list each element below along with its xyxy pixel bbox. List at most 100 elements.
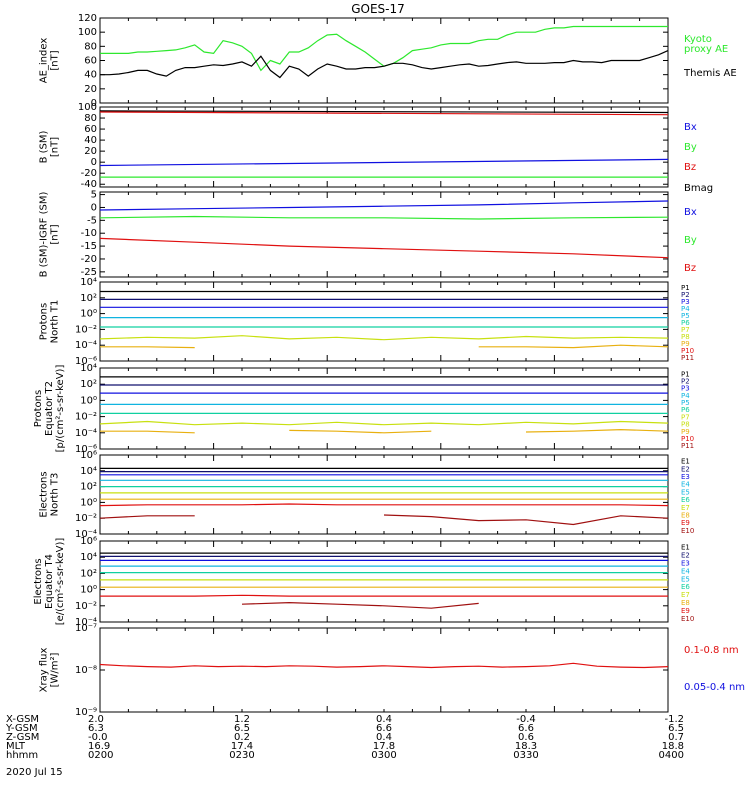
legend-label: E2 (681, 465, 690, 473)
y-tick-label: 10² (80, 568, 97, 579)
y-tick-label: 10⁻⁴ (75, 529, 97, 540)
footer-cell: 6.3 (88, 723, 104, 734)
footer-cell: 0400 (659, 750, 684, 761)
y-tick-label: 60 (84, 56, 97, 67)
y-tick-label: 10⁻² (75, 601, 97, 612)
date-label: 2020 Jul 15 (6, 767, 63, 778)
y-tick-label: 20 (84, 84, 97, 95)
y-tick-label: 0 (91, 98, 97, 109)
series-line-p7 (99, 335, 669, 341)
legend-label: E10 (681, 615, 694, 623)
legend-label: E1 (681, 458, 690, 466)
chart-title: GOES-17 (351, 2, 405, 16)
y-axis-label: Equator T2 (44, 381, 55, 436)
y-tick-label: -5 (87, 215, 97, 226)
y-axis-label: Xray flux (39, 648, 50, 693)
y-tick-label: 80 (84, 41, 97, 52)
y-axis-label: [p/(cm²-s-sr-keV)] (55, 365, 66, 453)
legend-label: Bx (684, 122, 697, 133)
legend-label: E3 (681, 560, 690, 568)
legend-label: 0.05-0.4 nm (684, 682, 745, 693)
panel-xray: 10⁻⁹ 10⁻⁸ 10⁻⁷ Xray flux [W/m²] 0.1-0.8 nm 0.0… (39, 623, 746, 718)
y-tick-label: 10⁶ (80, 536, 97, 547)
y-axis-label: [nT] (50, 50, 61, 70)
footer-cell: 6.6 (518, 723, 534, 734)
legend-label: P9 (681, 428, 690, 436)
y-tick-label: 10² (80, 379, 97, 390)
legend-label: P7 (681, 413, 690, 421)
legend-label: E3 (681, 473, 690, 481)
legend-label: P1 (681, 370, 690, 378)
legend-label: E7 (681, 504, 690, 512)
y-tick-label: 20 (84, 146, 97, 157)
y-axis-label: [W/m²] (50, 652, 61, 687)
y-tick-label: 10⁴ (80, 552, 97, 563)
series-line-0-1-0-8-nm (99, 662, 669, 669)
y-axis-label: B (SM) (39, 130, 50, 163)
legend-label: E7 (681, 591, 690, 599)
y-tick-label: 10⁻⁶ (75, 444, 97, 455)
footer-cell: 0.4 (376, 732, 392, 743)
series-line-bx (99, 200, 669, 211)
legend-label: Themis AE (683, 68, 737, 79)
footer-cell: 0200 (88, 750, 113, 761)
footer-cell: 0330 (513, 750, 538, 761)
y-tick-label: 10⁰ (80, 497, 97, 508)
y-tick-label: 10⁰ (80, 585, 97, 596)
series-line-bmag (99, 110, 669, 114)
footer-cell: 17.4 (231, 741, 253, 752)
legend-label: E5 (681, 575, 690, 583)
legend-label: P5 (681, 312, 690, 320)
legend-label: P7 (681, 326, 690, 334)
legend-label: Bx (684, 207, 697, 218)
legend-label: P10 (681, 435, 694, 443)
y-axis-label: Protons (39, 303, 50, 340)
series-line-by (99, 215, 669, 220)
series-line-e10 (241, 601, 479, 609)
legend-label: By (684, 142, 697, 153)
y-tick-label: -10 (81, 228, 97, 239)
y-tick-label: 120 (78, 13, 97, 24)
series-line-p7 (99, 420, 669, 426)
y-tick-label: 10⁻⁶ (75, 356, 97, 367)
footer-row-label: Z-GSM (6, 732, 39, 743)
footer-cell: 17.8 (373, 741, 395, 752)
y-axis-label: [nT] (50, 224, 61, 244)
legend-label: E10 (681, 527, 694, 535)
footer-cell: 6.6 (376, 723, 392, 734)
y-tick-label: 10⁴ (80, 277, 97, 288)
legend-label: E2 (681, 552, 690, 560)
legend-label: E5 (681, 488, 690, 496)
footer-cell: 0230 (229, 750, 254, 761)
panel-electrons_t4: 10⁻⁴ 10⁻² 10⁰ 10² 10⁴ 10⁶ Electrons Equator T4[… (33, 536, 694, 628)
y-tick-label: 10⁻² (75, 513, 97, 524)
y-tick-label: 10² (80, 482, 97, 493)
panel-protons_t2: 10⁻⁶ 10⁻⁴ 10⁻² 10⁰ 10² 10⁴ Protons Equator T2 [p… (33, 363, 694, 455)
footer-row-label: Y-GSM (5, 723, 38, 734)
y-tick-label: -40 (81, 179, 97, 190)
series-line-themis-ae (100, 50, 669, 79)
series-line-p9 (100, 344, 669, 349)
panel-frame (99, 191, 669, 278)
legend-label: P10 (681, 347, 694, 355)
legend-label: P11 (681, 442, 694, 450)
y-axis-label: Electrons (33, 558, 44, 604)
legend-label: Kyoto (684, 34, 712, 45)
y-tick-label: 5 (91, 190, 97, 201)
legend-label: Bmag (684, 183, 713, 194)
series-line-e9 (99, 503, 669, 507)
footer-cell: 6.5 (234, 723, 250, 734)
footer-cell: 0.7 (668, 732, 684, 743)
y-tick-label: 100 (78, 27, 97, 38)
legend-label: E6 (681, 496, 690, 504)
y-tick-label: 60 (84, 124, 97, 135)
legend-label: P4 (681, 305, 690, 313)
panel-protons_t1: 10⁻⁶ 10⁻⁴ 10⁻² 10⁰ 10² 10⁴ Protons North T1 P1P2… (39, 277, 695, 367)
series-line-kyoto-proxy-ae (100, 25, 668, 72)
y-tick-label: 80 (84, 113, 97, 124)
y-tick-label: 40 (84, 135, 97, 146)
legend-label: P5 (681, 399, 690, 407)
panel-frame (99, 106, 669, 188)
y-tick-label: 10⁰ (80, 309, 97, 320)
